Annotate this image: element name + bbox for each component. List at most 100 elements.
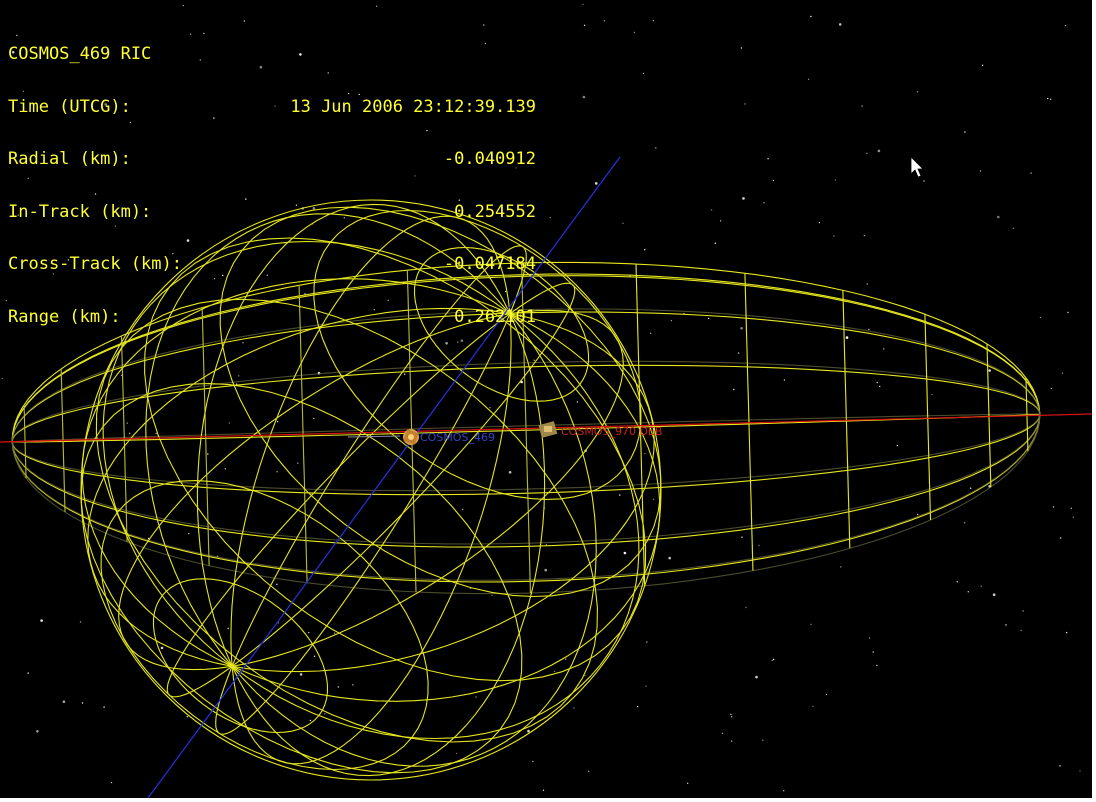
star: [295, 204, 298, 206]
satellite-label-primary: COSMOS_469: [420, 431, 495, 444]
star: [461, 508, 464, 511]
star: [120, 374, 123, 377]
star: [594, 182, 598, 185]
star: [636, 705, 639, 708]
star: [67, 259, 70, 261]
sphere-meridian: [87, 307, 510, 667]
star: [876, 381, 878, 384]
star: [833, 235, 835, 237]
star: [644, 453, 646, 455]
star: [484, 42, 487, 45]
star: [186, 716, 188, 718]
star: [877, 149, 881, 153]
star: [755, 675, 758, 679]
keepout-sphere-wireframe: [80, 199, 662, 781]
sphere-parallel: [95, 298, 598, 743]
star: [347, 92, 350, 95]
star: [623, 551, 627, 555]
star: [916, 91, 919, 93]
sphere-meridian: [118, 313, 510, 671]
star: [52, 273, 54, 275]
star: [27, 177, 29, 180]
star: [652, 19, 655, 22]
readout-row-time: Time (UTCG): 13 Jun 2006 23:12:39.139: [8, 96, 536, 117]
star: [980, 585, 982, 587]
star: [5, 299, 8, 302]
star: [714, 242, 717, 244]
star: [1012, 227, 1014, 229]
star: [259, 65, 263, 69]
ellipsoid-meridian: [11, 261, 1041, 442]
readout-label: Range (km):: [8, 306, 121, 327]
readout-value: 13 Jun 2006 23:12:39.139: [290, 96, 536, 117]
star: [276, 471, 278, 473]
star: [445, 342, 448, 345]
ellipsoid-ring: [406, 270, 417, 592]
star: [327, 72, 329, 74]
star: [668, 556, 671, 560]
ellipsoid-ring: [1025, 377, 1029, 452]
star: [633, 31, 635, 34]
sphere-parallel: [80, 382, 523, 774]
sphere-meridian: [196, 203, 511, 667]
star: [227, 627, 229, 630]
star: [147, 537, 150, 540]
star: [1059, 537, 1062, 539]
star: [426, 129, 428, 132]
star: [527, 729, 530, 733]
star: [312, 207, 316, 210]
star: [533, 359, 535, 361]
star: [646, 641, 648, 643]
star: [834, 179, 837, 181]
star: [235, 383, 238, 385]
readout-label: Time (UTCG):: [8, 96, 131, 117]
sphere-parallel: [313, 209, 642, 500]
ellipsoid-ring: [23, 404, 27, 479]
star: [213, 117, 215, 119]
sphere-meridian: [145, 213, 511, 667]
star: [1072, 516, 1074, 518]
star: [923, 180, 925, 182]
star: [1050, 98, 1052, 101]
sphere-parallel: [100, 480, 429, 771]
star: [508, 471, 512, 474]
satellite-cosmos-970-deb[interactable]: COSMOS_970 DEB: [538, 421, 662, 438]
star: [861, 105, 863, 107]
star: [27, 672, 29, 674]
star: [845, 336, 849, 339]
star: [963, 522, 966, 524]
star: [988, 369, 991, 372]
star: [1061, 372, 1064, 374]
star: [642, 72, 645, 75]
star: [515, 167, 517, 169]
star: [644, 249, 646, 251]
star: [387, 299, 389, 302]
sphere-parallel: [413, 246, 590, 402]
star: [324, 713, 326, 715]
star: [981, 64, 984, 67]
star: [863, 234, 866, 237]
star: [762, 739, 764, 741]
star: [213, 278, 216, 280]
star: [719, 220, 722, 222]
satellite-cosmos-469[interactable]: COSMOS_469: [347, 429, 495, 445]
star: [956, 581, 958, 583]
star: [1079, 770, 1081, 772]
star: [576, 401, 579, 403]
star: [114, 225, 117, 227]
star: [992, 593, 996, 596]
star: [542, 789, 545, 791]
star: [11, 50, 15, 54]
star: [622, 222, 624, 224]
star: [352, 684, 354, 686]
star: [721, 732, 724, 734]
star: [40, 619, 43, 622]
star: [670, 319, 673, 322]
satellite-trail: [347, 435, 401, 438]
star: [1067, 311, 1069, 314]
star: [730, 713, 732, 716]
star: [1052, 506, 1055, 508]
star: [807, 78, 810, 81]
